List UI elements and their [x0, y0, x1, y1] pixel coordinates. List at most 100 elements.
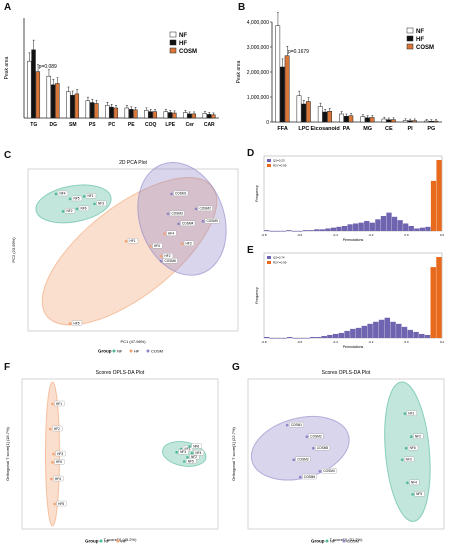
x-tick-label: 0.2 [440, 233, 445, 237]
x-tick-label: PE [128, 122, 135, 128]
hist-bar [304, 338, 310, 339]
hist-bar [430, 267, 436, 338]
x-axis-label: Permutations [343, 345, 364, 349]
chart-d-permutation-hist: -0.8 -0.6 -0.4 -0.2 0.0 0.2 Permutations Freque… [255, 155, 445, 242]
panel-label-b: B [238, 2, 246, 13]
bar-hf [206, 114, 212, 119]
point-label: NF3 [406, 458, 412, 462]
legend-label: NF [104, 539, 110, 544]
data-point [305, 435, 309, 438]
hist-bar [380, 215, 387, 231]
data-point [177, 222, 180, 226]
point-label: NF5 [188, 459, 194, 463]
bar-hf [280, 66, 285, 123]
point-label: COSM1 [175, 192, 187, 196]
chart-c-pca: 2D PCA Plot PC1 (47.96%) PC2 (23.95%) NF4 NF… [11, 160, 239, 354]
point-label-box [78, 205, 90, 212]
x-tick-label: MG [363, 126, 372, 132]
x-tick-label: SM [69, 122, 77, 128]
point-label: NF6 [81, 207, 87, 211]
data-point [190, 451, 194, 455]
panel-label-g: G [232, 362, 240, 373]
x-tick-label: Eicosanoid [310, 126, 339, 132]
point-label-box [52, 425, 63, 432]
point-label: HF4 [55, 477, 61, 481]
hist-bar [408, 225, 414, 231]
x-tick-label: TG [30, 122, 37, 128]
y-axis-label: PC2 (23.95%) [11, 237, 16, 263]
point-label-box [71, 195, 83, 202]
point-label: NF2 [191, 455, 197, 459]
point-label-box [56, 500, 67, 507]
point-label-box [85, 193, 97, 199]
point-label: NF1 [408, 411, 414, 415]
hist-bar [413, 331, 419, 338]
confidence-ellipse [384, 381, 431, 522]
bar-hf [365, 117, 370, 123]
point-label-box [54, 459, 65, 465]
legend-label: R2Y=0.99 [273, 164, 287, 168]
legend-swatch [406, 35, 414, 42]
data-point [51, 402, 54, 406]
point-label-box [96, 200, 107, 207]
bar-cosm [191, 113, 197, 119]
point-label-box [162, 258, 178, 264]
point-label-box [407, 445, 419, 451]
bar-hf [343, 116, 349, 123]
hist-bar [275, 338, 281, 339]
panel-label-e: E [247, 245, 254, 256]
legend-swatch [406, 27, 414, 34]
data-point [82, 195, 86, 198]
legend-swatch [267, 256, 271, 259]
point-label-box [55, 450, 66, 457]
hist-bar [401, 326, 408, 338]
hist-bar [358, 222, 364, 231]
bar-hf [148, 111, 153, 119]
point-label: HF1 [130, 239, 136, 243]
data-point [182, 460, 186, 463]
bar-hf [128, 109, 134, 119]
panel-label-a: A [4, 2, 12, 13]
point-label: HF5 [58, 502, 64, 506]
hist-bar [292, 338, 299, 339]
point-label: COSM2 [200, 207, 212, 211]
point-label: COSM4 [182, 222, 194, 226]
point-label-box [57, 190, 69, 197]
panel-label-f: F [4, 362, 11, 373]
hist-bar [378, 319, 385, 338]
data-point [124, 239, 128, 243]
bar-cosm [74, 93, 80, 119]
x-tick-label: -0.2 [368, 233, 374, 237]
annotation: p=0.1679 [288, 49, 309, 55]
hist-bar [367, 323, 373, 338]
bar-cosm [390, 119, 396, 123]
y-tick-label: 4,000,000 [247, 20, 269, 26]
point-label: COSM5 [317, 446, 329, 450]
point-label-box [54, 400, 65, 407]
x-tick-label: PI [408, 126, 414, 132]
bar-cosm [152, 111, 158, 119]
bar-cosm [94, 103, 99, 119]
hist-bar [332, 333, 339, 338]
bar-cosm [433, 120, 439, 123]
data-point [404, 446, 408, 450]
hist-bar [338, 332, 345, 338]
hist-bar [309, 336, 316, 338]
bar-nf [275, 25, 281, 123]
legend-swatch [267, 164, 271, 167]
bar-cosm [348, 115, 354, 123]
data-point [406, 481, 409, 485]
legend-label: HF [134, 349, 140, 354]
x-tick-label: COQ [145, 122, 157, 128]
hist-bar [314, 229, 320, 231]
y-axis-label: Frequency [255, 185, 259, 202]
data-point [403, 412, 407, 415]
hist-bar [419, 227, 426, 231]
bar-cosm [327, 111, 332, 123]
legend-label: HF [416, 37, 424, 43]
hist-bar [264, 230, 270, 231]
x-tick-label: PA [343, 126, 350, 132]
legend-title: Group [311, 539, 325, 544]
point-label: HF2 [165, 254, 171, 258]
bar-hf [428, 121, 434, 123]
